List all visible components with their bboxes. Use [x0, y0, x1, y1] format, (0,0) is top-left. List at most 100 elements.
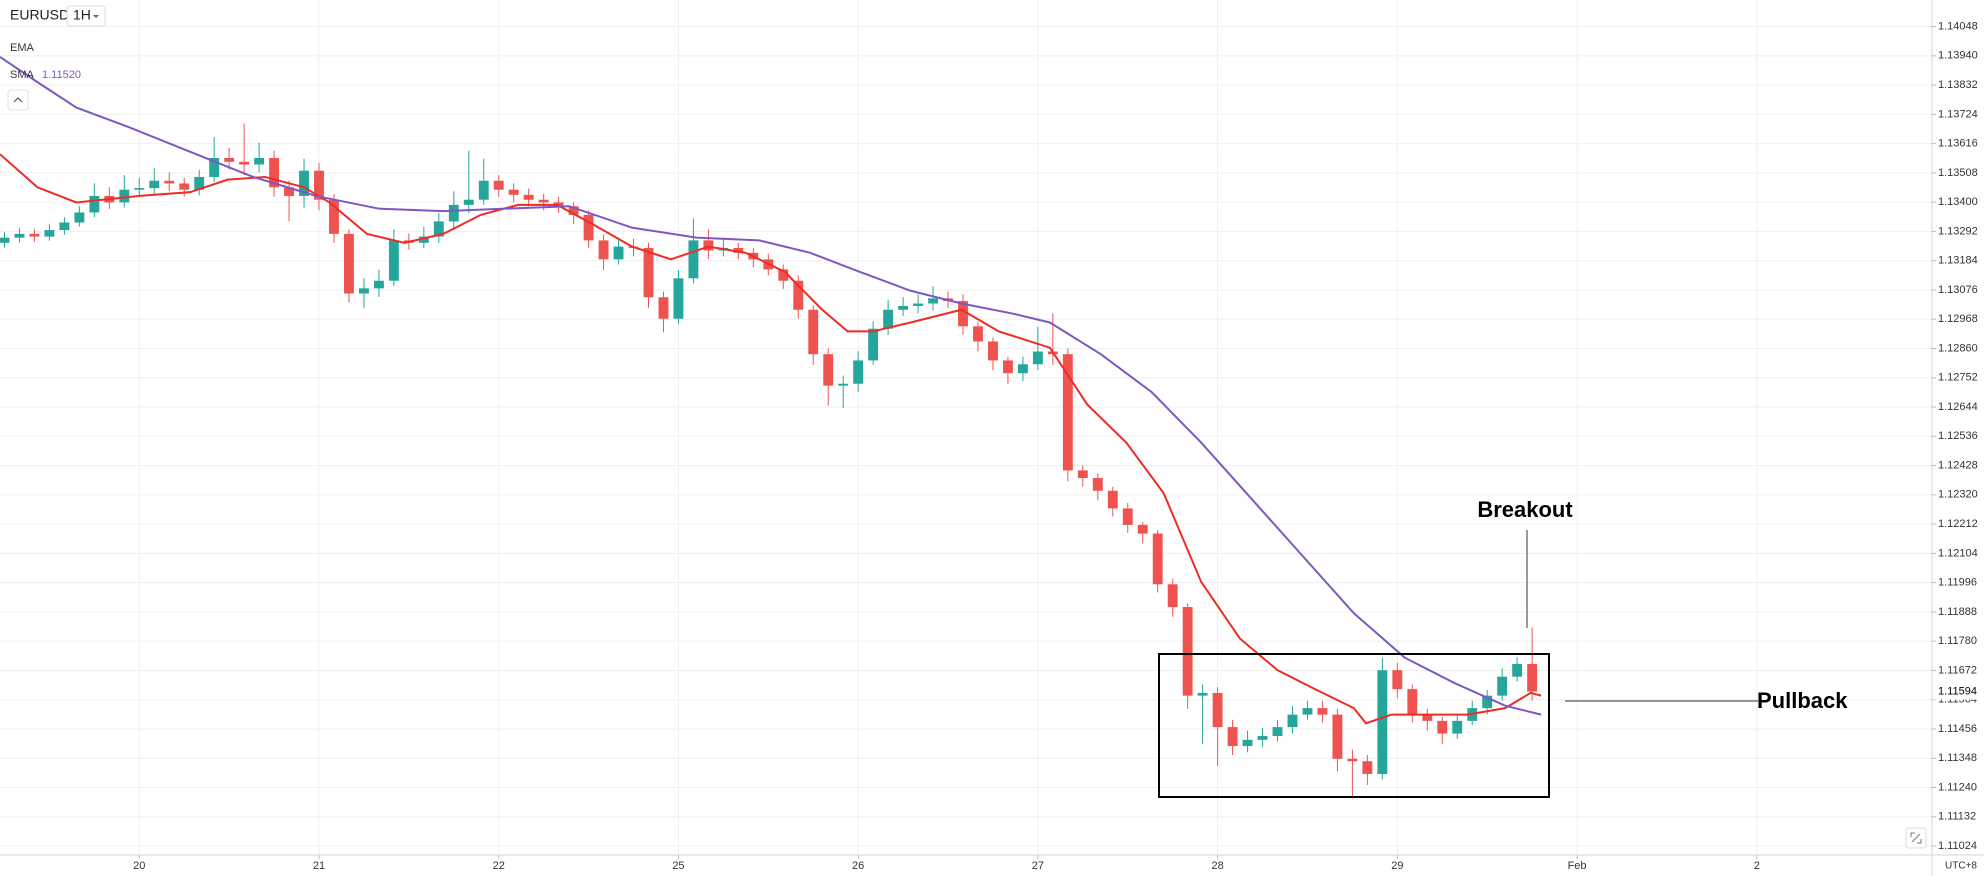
candle-body	[478, 180, 489, 200]
candle-body	[598, 240, 609, 260]
candle-body	[1512, 663, 1523, 677]
candle-body	[119, 189, 130, 203]
candle-body	[1197, 692, 1208, 696]
candle-body	[388, 240, 399, 281]
candle-body	[433, 221, 444, 237]
candle-body	[1242, 739, 1253, 747]
candle-body	[194, 176, 205, 190]
candle-body	[1257, 736, 1268, 740]
candle-body	[1077, 470, 1088, 479]
y-tick-label: 1.11996	[1938, 577, 1977, 589]
y-tick-label: 1.14048	[1938, 20, 1978, 32]
y-tick-label: 1.12428	[1938, 459, 1978, 471]
y-tick-label: 1.12860	[1938, 342, 1978, 354]
y-tick-label: 1.11240	[1938, 781, 1977, 793]
candle-body	[1527, 663, 1538, 692]
candle-body	[1302, 708, 1313, 715]
candle-body	[179, 183, 190, 190]
y-tick-label: 1.13400	[1938, 196, 1978, 208]
x-tick-label: 28	[1211, 860, 1223, 872]
candle-body	[0, 237, 10, 243]
candle-body	[149, 180, 160, 189]
last-price-badge	[1933, 683, 1984, 700]
candle-body	[1062, 354, 1073, 471]
candle-body	[1092, 478, 1103, 491]
candle-body	[134, 188, 145, 190]
last-price-label: 1.11594	[1938, 685, 1977, 697]
collapse-button[interactable]	[7, 89, 29, 111]
y-tick-label: 1.13724	[1938, 108, 1978, 120]
candle-body	[59, 222, 70, 231]
candle-body	[1032, 351, 1043, 365]
x-tick-label: 21	[313, 860, 325, 872]
x-tick-label: 27	[1032, 860, 1044, 872]
candle-body	[1002, 360, 1013, 374]
fit-icon	[1910, 832, 1922, 844]
candle-body	[793, 280, 804, 310]
candle-body	[209, 157, 220, 177]
y-tick-label: 1.13832	[1938, 79, 1978, 91]
y-tick-label: 1.12320	[1938, 489, 1978, 501]
candle-body	[89, 195, 100, 213]
candle-body	[973, 326, 983, 342]
y-tick-label: 1.13184	[1938, 255, 1978, 267]
candle-body	[1392, 670, 1403, 690]
plot	[0, 56, 1542, 799]
y-tick-label: 1.12644	[1938, 401, 1978, 413]
candle-body	[299, 170, 309, 196]
x-tick-label: 25	[672, 860, 684, 872]
candle-body	[583, 214, 594, 241]
x-tick-label: 2	[1754, 860, 1760, 872]
axes: 1.14048 1.13940 1.13832 1.13724 1.13616 1.135…	[133, 20, 1984, 872]
interval-caret	[93, 15, 99, 18]
interval[interactable]: 1H	[73, 7, 91, 23]
candle-body	[853, 360, 864, 384]
candle-body	[688, 240, 699, 279]
y-tick-label: 1.11348	[1938, 752, 1977, 764]
y-tick-label: 1.11780	[1938, 635, 1977, 647]
candle-body	[838, 383, 849, 386]
candle-body	[1017, 364, 1028, 374]
candle-body	[1272, 727, 1283, 737]
candle-body	[988, 341, 998, 361]
candle-body	[239, 161, 250, 165]
interval-button[interactable]	[66, 5, 106, 27]
y-tick-label: 1.13616	[1938, 138, 1978, 150]
candle-body	[1377, 670, 1388, 774]
candle-body	[14, 233, 25, 238]
symbol: EURUSD	[10, 7, 69, 23]
candle-body	[1452, 720, 1463, 734]
y-tick-label: 1.11456	[1938, 723, 1977, 735]
x-tick-label: Feb	[1568, 860, 1587, 872]
candle-body	[1212, 692, 1223, 728]
candle-body	[418, 236, 429, 243]
candle-body	[269, 157, 280, 188]
candle-body	[508, 189, 519, 195]
range-box	[1158, 653, 1550, 798]
candle-body	[1332, 714, 1343, 759]
candle-body	[493, 180, 504, 190]
y-tick-label: 1.12104	[1938, 547, 1978, 559]
candle-body	[329, 199, 339, 234]
candle-body	[883, 309, 894, 329]
candle-body	[448, 204, 459, 222]
y-tick-label: 1.11132	[1938, 811, 1976, 823]
candle-body	[1167, 584, 1178, 608]
y-tick-label: 1.12968	[1938, 313, 1978, 325]
candle-body	[1362, 761, 1373, 774]
candle-body	[613, 246, 624, 260]
y-tick-label: 1.13508	[1938, 167, 1978, 179]
candle-body	[1317, 708, 1328, 715]
candle-body	[1152, 533, 1163, 585]
candle-body	[1347, 758, 1358, 762]
candle-body	[29, 233, 40, 237]
candle-body	[673, 278, 684, 319]
y-tick-label: 1.12212	[1938, 518, 1978, 530]
candle-body	[463, 199, 474, 205]
candle-body	[1497, 676, 1508, 696]
y-tick-label: 1.11888	[1938, 606, 1977, 618]
y-tick-label: 1.13076	[1938, 284, 1978, 296]
candle-body	[44, 230, 55, 237]
